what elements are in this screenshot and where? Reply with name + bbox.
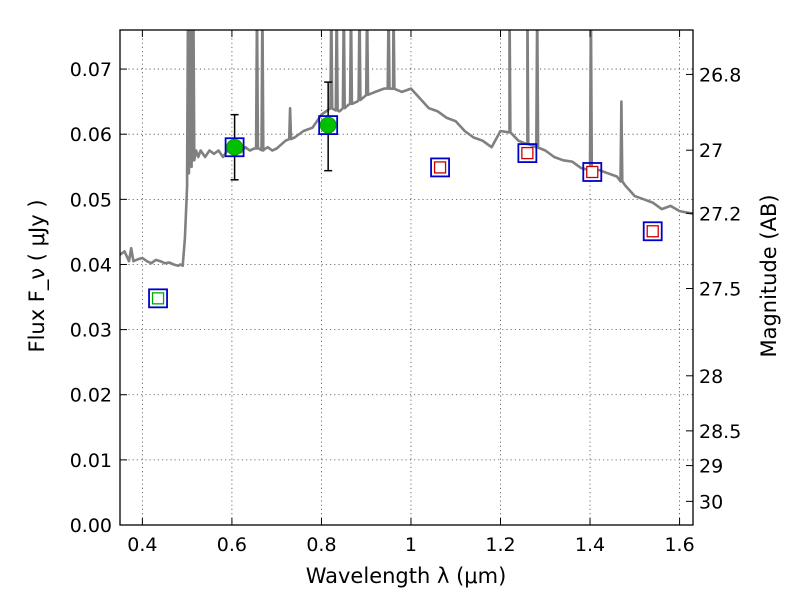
sed-layer (120, 30, 693, 268)
marker-layer (148, 81, 663, 309)
y-tick-label: 0.05 (70, 189, 112, 211)
model-photometry-box (642, 221, 663, 242)
y-tick-label: 0.04 (70, 254, 112, 276)
y-tick-label: 0.06 (70, 124, 112, 146)
model-box-inner (433, 161, 447, 174)
x-tick-label: 1.2 (485, 534, 515, 556)
model-box-inner (151, 292, 165, 305)
y2-tick-label: 28.5 (699, 421, 741, 443)
x-tick-label: 1.6 (664, 534, 694, 556)
x-tick-label: 0.8 (306, 534, 336, 556)
y-tick-label: 0.00 (70, 515, 112, 537)
y2-axis-label: Magnitude (AB) (757, 194, 781, 357)
grid-layer (120, 30, 693, 525)
detection-point (226, 138, 244, 156)
model-photometry-box (148, 288, 168, 309)
model-box-inner (586, 165, 599, 179)
detection-point (319, 116, 337, 134)
tick-layer: 0.4 0.6 0.8 1 1.2 1.4 1.6 0.00 0.01 0.02 0.03 0.04 0… (70, 30, 741, 556)
y2-tick-label: 27 (699, 140, 723, 162)
y-tick-label: 0.03 (70, 320, 112, 342)
y-tick-label: 0.07 (70, 59, 112, 81)
x-tick-label: 1 (405, 534, 417, 556)
model-photometry-box (517, 143, 538, 163)
x-tick-label: 1.4 (575, 534, 605, 556)
model-box-inner (521, 146, 534, 160)
y2-tick-label: 29 (699, 456, 723, 478)
x-axis-label: Wavelength λ (μm) (306, 564, 507, 588)
y-tick-label: 0.01 (70, 450, 112, 472)
x-tick-label: 0.6 (217, 534, 247, 556)
y-axis-label: Flux F_ν ( μJy ) (25, 199, 50, 352)
model-photometry-box (318, 115, 339, 135)
y2-tick-label: 27.2 (699, 203, 741, 225)
y2-tick-label: 30 (699, 491, 723, 513)
plot-frame (119, 29, 694, 526)
y2-tick-label: 28 (699, 366, 723, 388)
sed-line (120, 30, 693, 268)
y-tick-label: 0.02 (70, 385, 112, 407)
model-box-inner (646, 225, 659, 238)
y2-tick-label: 26.8 (699, 64, 741, 86)
model-photometry-box (430, 157, 450, 178)
model-photometry-box (582, 162, 603, 182)
x-tick-label: 0.4 (127, 534, 157, 556)
y2-tick-label: 27.5 (699, 279, 741, 301)
model-photometry-box (224, 137, 245, 158)
